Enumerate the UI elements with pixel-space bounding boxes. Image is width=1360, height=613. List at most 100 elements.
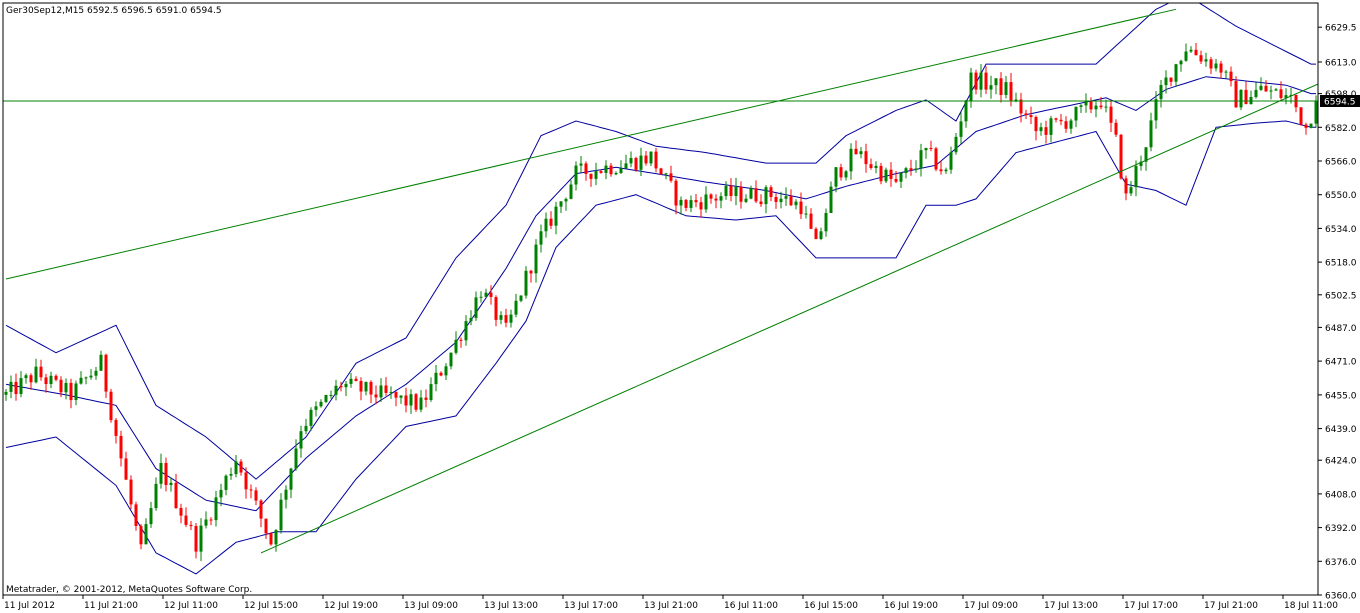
- candle-body: [859, 151, 863, 155]
- candle-body: [599, 171, 603, 173]
- candle-body: [1314, 101, 1318, 124]
- candle-body: [114, 420, 118, 436]
- candle-body: [434, 372, 438, 385]
- candle-body: [134, 504, 138, 526]
- y-tick-label: 6518.0: [1325, 259, 1357, 269]
- candle-body: [294, 448, 298, 469]
- candle-body: [29, 375, 33, 383]
- candle-body: [1204, 59, 1208, 62]
- candle-body: [579, 163, 583, 166]
- candle-body: [19, 378, 23, 394]
- candle-body: [1309, 123, 1313, 128]
- y-tick-label: 6471.0: [1325, 358, 1357, 368]
- candle-body: [619, 168, 623, 173]
- candle-body: [1174, 64, 1178, 82]
- candle-body: [24, 375, 28, 379]
- x-tick-label: 13 Jul 09:00: [404, 601, 458, 611]
- candle-body: [754, 188, 758, 202]
- candle-body: [54, 375, 58, 380]
- candle-body: [539, 231, 543, 245]
- x-tick-label: 12 Jul 11:00: [164, 601, 218, 611]
- candle-body: [1244, 89, 1248, 105]
- candle-body: [1149, 120, 1153, 148]
- candle-body: [494, 297, 498, 320]
- y-tick-label: 6566.0: [1325, 158, 1357, 168]
- candle-body: [1099, 105, 1103, 108]
- candle-body: [354, 378, 358, 381]
- candle-body: [979, 72, 983, 90]
- y-tick-label: 6534.0: [1325, 225, 1357, 235]
- candle-body: [304, 425, 308, 432]
- x-tick-label: 13 Jul 17:00: [564, 601, 618, 611]
- upper-trendline: [5, 8, 1177, 280]
- candle-body: [724, 185, 728, 197]
- candle-body: [1109, 106, 1113, 123]
- candle-body: [914, 168, 918, 170]
- lower-trendline: [260, 83, 1318, 554]
- candle-body: [424, 397, 428, 400]
- candle-body: [714, 198, 718, 201]
- candle-body: [999, 78, 1003, 95]
- candle-body: [309, 409, 313, 426]
- candle-body: [529, 270, 533, 274]
- candle-body: [904, 168, 908, 173]
- candle-body: [254, 490, 258, 501]
- x-tick-label: 13 Jul 13:00: [484, 601, 538, 611]
- candle-body: [489, 292, 493, 297]
- candle-body: [274, 530, 278, 545]
- candle-body: [824, 213, 828, 232]
- candle-body: [919, 150, 923, 169]
- candle-body: [299, 431, 303, 449]
- candle-body: [44, 377, 48, 384]
- candle-body: [939, 169, 943, 172]
- x-axis: 11 Jul 2012 11 Jul 21:00 12 Jul 11:00 12 Ju…: [2, 595, 1338, 611]
- candle-body: [504, 315, 508, 323]
- candle-body: [1189, 49, 1193, 52]
- candle-body: [334, 385, 338, 395]
- candle-body: [964, 101, 968, 122]
- lower-band-line: [5, 120, 1316, 575]
- candle-body: [1129, 187, 1133, 194]
- candle-body: [1159, 85, 1163, 100]
- candle-body: [704, 194, 708, 210]
- candle-body: [39, 366, 43, 378]
- candle-body: [474, 297, 478, 318]
- y-tick-label: 6629.5: [1325, 24, 1357, 34]
- candle-body: [644, 155, 648, 164]
- candle-body: [1239, 89, 1243, 108]
- candle-body: [329, 395, 333, 396]
- candle-body: [514, 300, 518, 315]
- candle-body: [759, 201, 763, 205]
- candle-body: [204, 519, 208, 526]
- x-tick-label: 11 Jul 2012: [4, 601, 55, 611]
- candle-body: [864, 151, 868, 165]
- candle-body: [689, 200, 693, 208]
- candle-body: [414, 394, 418, 410]
- candle-body: [854, 148, 858, 155]
- candle-body: [589, 173, 593, 179]
- candle-body: [1079, 105, 1083, 107]
- candle-body: [289, 468, 293, 490]
- x-tick-label: 16 Jul 11:00: [724, 601, 778, 611]
- candle-body: [1209, 59, 1213, 69]
- candle-body: [1039, 127, 1043, 132]
- candle-body: [829, 186, 833, 213]
- candle-body: [1009, 82, 1013, 101]
- x-tick-label: 12 Jul 15:00: [244, 601, 298, 611]
- candle-body: [944, 169, 948, 172]
- candle-body: [984, 72, 988, 90]
- candle-body: [894, 179, 898, 182]
- candle-body: [1274, 89, 1278, 91]
- candle-body: [989, 85, 993, 90]
- candle-body: [729, 185, 733, 196]
- candle-body: [159, 463, 163, 484]
- candle-body: [399, 395, 403, 398]
- candle-body: [444, 366, 448, 376]
- candle-body: [849, 148, 853, 172]
- candle-body: [1269, 90, 1273, 92]
- x-tick-label: 17 Jul 13:00: [1044, 601, 1098, 611]
- candle-body: [79, 377, 83, 384]
- candle-body: [669, 173, 673, 181]
